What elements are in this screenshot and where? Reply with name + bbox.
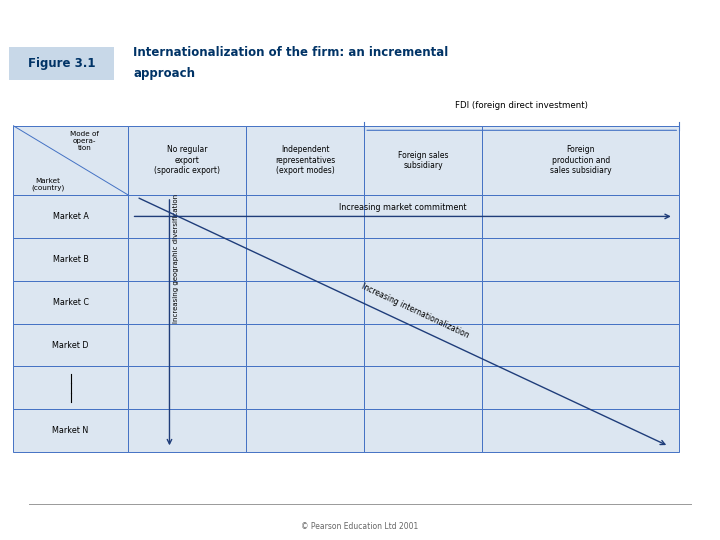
Text: Market B: Market B: [53, 255, 89, 264]
Bar: [364, 238, 482, 281]
Text: Mode of
opera-
tion: Mode of opera- tion: [70, 131, 99, 152]
Bar: [364, 195, 482, 238]
Text: Increasing internationalization: Increasing internationalization: [360, 281, 470, 340]
Bar: [128, 409, 246, 452]
Bar: [482, 323, 679, 367]
Text: Market N: Market N: [53, 426, 89, 435]
Text: Internationalization of the firm: an incremental: Internationalization of the firm: an inc…: [133, 46, 449, 59]
Bar: [246, 238, 364, 281]
Bar: [246, 195, 364, 238]
FancyBboxPatch shape: [9, 46, 114, 80]
Bar: [13, 195, 128, 238]
Text: Independent
representatives
(export modes): Independent representatives (export mode…: [275, 145, 336, 175]
Bar: [482, 281, 679, 323]
Text: Increasing market commitment: Increasing market commitment: [339, 202, 467, 212]
Bar: [128, 238, 246, 281]
Text: Market A: Market A: [53, 212, 89, 221]
Text: Foreign
production and
sales subsidiary: Foreign production and sales subsidiary: [550, 145, 611, 175]
Text: Market
(country): Market (country): [31, 178, 64, 191]
Bar: [13, 125, 128, 195]
Bar: [246, 125, 364, 195]
Text: approach: approach: [133, 67, 195, 80]
Bar: [246, 367, 364, 409]
Bar: [128, 195, 246, 238]
Bar: [128, 367, 246, 409]
Bar: [13, 323, 128, 367]
Bar: [364, 323, 482, 367]
Text: Market D: Market D: [53, 341, 89, 349]
Text: © Pearson Education Ltd 2001: © Pearson Education Ltd 2001: [302, 522, 418, 531]
Bar: [128, 323, 246, 367]
Bar: [482, 367, 679, 409]
Text: No regular
export
(sporadic export): No regular export (sporadic export): [154, 145, 220, 175]
Bar: [482, 195, 679, 238]
Text: Market C: Market C: [53, 298, 89, 307]
Bar: [364, 367, 482, 409]
Bar: [13, 238, 128, 281]
Bar: [364, 409, 482, 452]
Bar: [482, 409, 679, 452]
Text: Increasing geographic diversification: Increasing geographic diversification: [174, 193, 179, 322]
Bar: [364, 125, 482, 195]
Text: Foreign sales
subsidiary: Foreign sales subsidiary: [398, 151, 449, 170]
Bar: [364, 281, 482, 323]
Bar: [246, 281, 364, 323]
Bar: [128, 125, 246, 195]
Bar: [246, 409, 364, 452]
Bar: [482, 238, 679, 281]
Bar: [13, 367, 128, 409]
Bar: [13, 409, 128, 452]
Bar: [13, 281, 128, 323]
Text: FDI (foreign direct investment): FDI (foreign direct investment): [455, 100, 588, 110]
Bar: [128, 281, 246, 323]
Text: The process of internationalization according to the Uppsala model: The process of internationalization acco…: [51, 11, 669, 29]
Text: Figure 3.1: Figure 3.1: [28, 57, 96, 70]
Bar: [246, 323, 364, 367]
Bar: [482, 125, 679, 195]
